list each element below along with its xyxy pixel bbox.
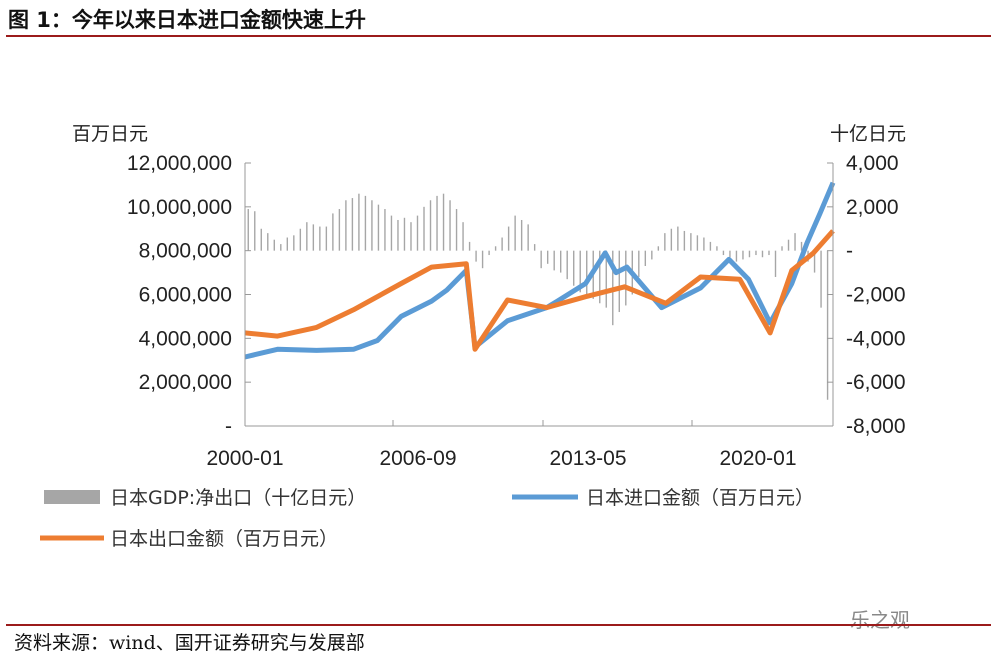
legend-label-imports: 日本进口金额（百万日元）	[586, 487, 814, 509]
legend-label-exports: 日本出口金额（百万日元）	[110, 528, 338, 550]
x-tick-label: 2006-09	[379, 447, 456, 470]
figure-title: 图 1：今年以来日本进口金额快速上升	[8, 8, 366, 32]
left-tick-label: 8,000,000	[139, 240, 232, 263]
imports-line	[244, 181, 836, 360]
exports-line	[244, 229, 835, 352]
x-tick-label: 2000-01	[206, 447, 283, 470]
left-tick-label: -	[225, 415, 232, 438]
net-export-bars	[247, 193, 829, 400]
watermark: 乐之观	[850, 608, 910, 632]
title-rule	[6, 35, 991, 37]
right-tick-label: -6,000	[846, 371, 906, 394]
x-tick-label: 2013-05	[549, 447, 626, 470]
right-tick-label: 2,000	[846, 196, 899, 219]
left-tick-label: 10,000,000	[127, 196, 232, 219]
right-tick-label: -2,000	[846, 284, 906, 307]
left-axis-unit: 百万日元	[72, 123, 148, 145]
right-tick-label: -4,000	[846, 327, 906, 350]
right-axis-unit: 十亿日元	[830, 123, 906, 145]
source-rule	[6, 624, 991, 626]
left-tick-label: 12,000,000	[127, 152, 232, 175]
source-note: 资料来源：wind、国开证券研究与发展部	[14, 632, 365, 654]
trade-lines	[244, 181, 836, 360]
left-tick-label: 6,000,000	[139, 284, 232, 307]
left-tick-label: 2,000,000	[139, 371, 232, 394]
left-tick-label: 4,000,000	[139, 327, 232, 350]
right-tick-label: 4,000	[846, 152, 899, 175]
right-tick-label: -8,000	[846, 415, 906, 438]
legend-label-net-export: 日本GDP:净出口（十亿日元）	[110, 487, 366, 509]
legend-swatch-net-export	[44, 490, 100, 504]
legend: 日本GDP:净出口（十亿日元） 日本进口金额（百万日元） 日本出口金额（百万日元…	[40, 487, 814, 550]
x-tick-label: 2020-01	[719, 447, 796, 470]
right-tick-label: -	[846, 240, 853, 263]
axes: - 2,000,000 4,000,000 6,000,000 8,000,000 10,…	[127, 152, 906, 470]
